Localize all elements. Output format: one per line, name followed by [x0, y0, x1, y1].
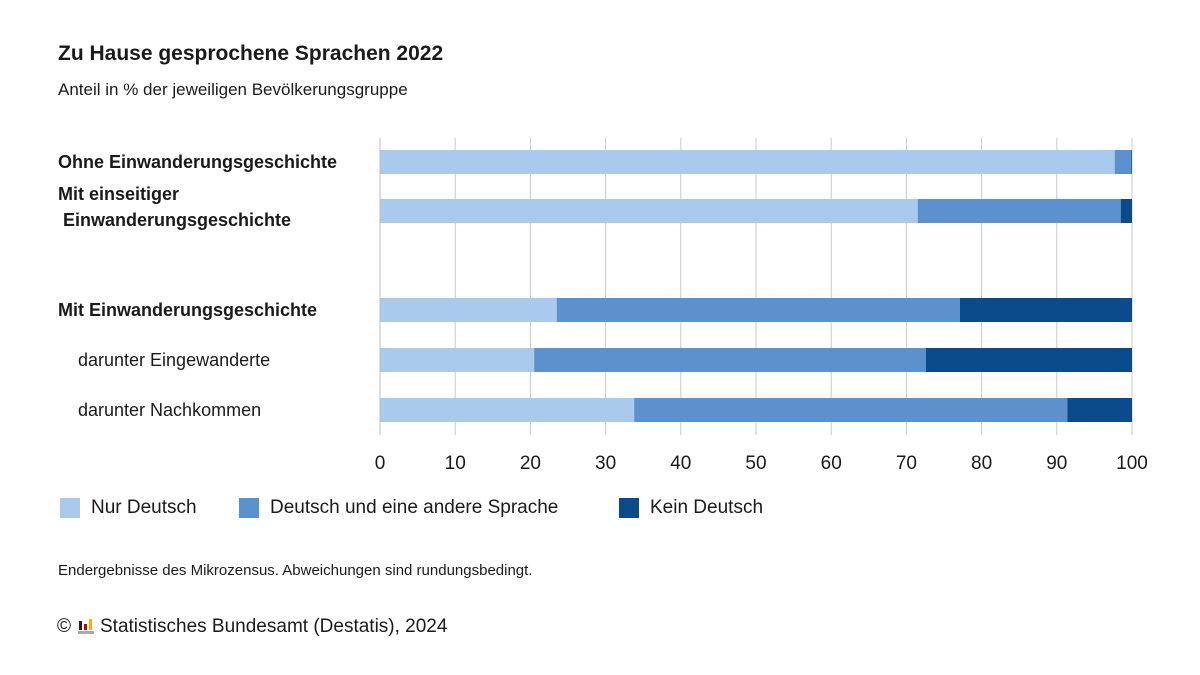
x-tick-label: 10 — [445, 453, 466, 474]
category-label: darunter Nachkommen — [78, 400, 262, 420]
bar-segment — [380, 298, 557, 322]
copyright-symbol: © — [57, 616, 71, 637]
bar-segment — [634, 398, 1068, 422]
bar-segment — [1120, 199, 1132, 223]
x-tick-label: 60 — [821, 453, 842, 474]
x-tick-label: 30 — [595, 453, 616, 474]
bar-segment — [380, 199, 918, 223]
destatis-logo-icon — [78, 619, 94, 634]
bar-segment — [925, 348, 1132, 372]
category-label: Mit Einwanderungsgeschichte — [58, 300, 318, 320]
x-tick-label: 90 — [1046, 453, 1067, 474]
legend-label-deutsch-und-andere: Deutsch und eine andere Sprache — [270, 497, 559, 518]
source-text: Statistisches Bundesamt (Destatis), 2024 — [100, 616, 448, 637]
chart-subtitle: Anteil in % der jeweiligen Bevölkerungsg… — [58, 80, 408, 99]
legend-swatch-kein-deutsch — [619, 498, 639, 518]
bar-segment — [1067, 398, 1132, 422]
bar-segment — [534, 348, 926, 372]
x-tick-label: 100 — [1116, 453, 1148, 474]
x-tick-label: 20 — [520, 453, 541, 474]
category-label: Mit einseitiger Einwanderungsgeschichte — [58, 184, 292, 230]
x-tick-label: 70 — [896, 453, 917, 474]
bar-segment — [1114, 150, 1132, 174]
legend-swatch-deutsch-und-andere — [239, 498, 259, 518]
x-tick-label: 50 — [745, 453, 766, 474]
footnote: Endergebnisse des Mikrozensus. Abweichun… — [58, 562, 533, 579]
legend-label-nur-deutsch: Nur Deutsch — [91, 497, 197, 518]
x-tick-label: 40 — [670, 453, 691, 474]
category-label: Ohne Einwanderungsgeschichte — [58, 152, 338, 172]
x-tick-label: 0 — [375, 453, 386, 474]
bar-segment — [917, 199, 1121, 223]
chart-title: Zu Hause gesprochene Sprachen 2022 — [58, 42, 444, 65]
bar-segment — [380, 348, 535, 372]
bar-segment — [556, 298, 960, 322]
category-label: darunter Eingewanderte — [78, 350, 271, 370]
x-tick-label: 80 — [971, 453, 992, 474]
legend-label-kein-deutsch: Kein Deutsch — [650, 497, 764, 518]
bar-segment — [959, 298, 1132, 322]
bar-chart: 0 10 20 30 40 50 60 70 80 90 100 — [375, 138, 1148, 474]
bar-segment — [1131, 150, 1132, 174]
bar-segment — [380, 150, 1115, 174]
legend-swatch-nur-deutsch — [60, 498, 80, 518]
bar-segment — [380, 398, 635, 422]
